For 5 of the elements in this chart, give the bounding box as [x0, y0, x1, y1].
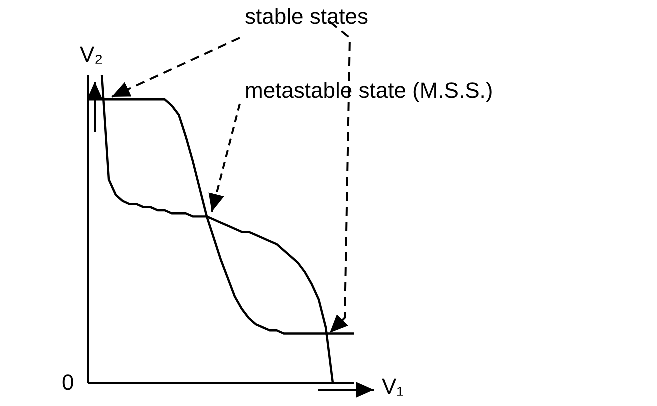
- text: stable states: [245, 4, 369, 29]
- y-axis-title: V₂: [80, 42, 104, 67]
- x-axis-title: V₁: [382, 374, 404, 399]
- text: 0: [62, 370, 74, 395]
- annotation: metastable state (M.S.S.): [245, 78, 494, 103]
